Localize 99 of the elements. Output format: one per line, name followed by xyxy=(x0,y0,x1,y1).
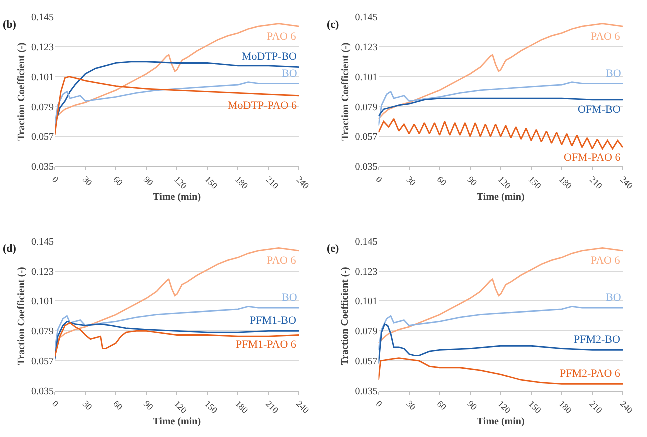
x-tick-label: 30 xyxy=(80,398,95,413)
series-label: BO xyxy=(606,68,622,80)
x-tick-label: 90 xyxy=(466,398,480,413)
x-tick-label: 60 xyxy=(435,398,450,413)
y-tick-label: 0.145 xyxy=(355,236,378,248)
line-series xyxy=(378,98,623,117)
x-tick-label: 240 xyxy=(618,174,636,192)
x-tick-label: 240 xyxy=(618,398,636,416)
x-tick-label: 120 xyxy=(172,398,190,416)
line-series xyxy=(55,82,300,126)
series-label: PFM2-PAO 6 xyxy=(560,368,621,380)
line-series xyxy=(378,324,623,364)
y-tick-label: 0.057 xyxy=(32,132,54,144)
line-series xyxy=(378,306,623,351)
y-tick-label: 0.057 xyxy=(32,356,54,368)
line-series xyxy=(55,306,300,351)
y-tick-label: 0.079 xyxy=(355,102,378,114)
y-tick-label: 0.123 xyxy=(355,42,378,54)
y-tick-label: 0.057 xyxy=(355,132,378,144)
x-tick-label: 240 xyxy=(294,174,312,192)
x-tick-label: 120 xyxy=(496,398,514,416)
series-label: PFM2-BO xyxy=(574,334,621,346)
y-axis-title: Traction Coefficient (-) xyxy=(16,42,28,141)
line-series xyxy=(378,82,623,126)
x-tick-label: 150 xyxy=(203,398,220,416)
x-tick-label: 180 xyxy=(557,398,574,416)
series-label: MoDTP-BO xyxy=(242,51,298,63)
x-axis-title: Time (min) xyxy=(476,192,525,203)
y-tick-label: 0.145 xyxy=(355,12,378,24)
x-tick-label: 60 xyxy=(111,174,126,188)
line-series xyxy=(55,23,300,120)
x-tick-label: 180 xyxy=(234,398,251,416)
x-tick-label: 0 xyxy=(374,398,385,410)
series-label: BO xyxy=(282,292,298,304)
x-tick-label: 180 xyxy=(557,174,574,192)
line-series xyxy=(378,118,623,150)
y-tick-label: 0.123 xyxy=(32,266,54,278)
x-tick-label: 210 xyxy=(264,398,282,416)
line-series xyxy=(55,76,300,136)
y-tick-label: 0.101 xyxy=(355,72,378,84)
x-tick-label: 30 xyxy=(404,174,418,188)
x-tick-label: 30 xyxy=(404,398,418,413)
y-tick-label: 0.079 xyxy=(355,326,378,338)
chart-title: (d) xyxy=(3,243,17,255)
y-tick-label: 0.123 xyxy=(32,42,54,54)
y-tick-label: 0.145 xyxy=(32,236,54,248)
y-tick-label: 0.035 xyxy=(355,386,378,398)
y-axis-title: Traction Coefficient (-) xyxy=(340,267,352,366)
series-label: PAO 6 xyxy=(591,31,621,43)
x-tick-label: 30 xyxy=(80,174,95,188)
series-label: PFM1-PAO 6 xyxy=(236,339,297,351)
y-tick-label: 0.101 xyxy=(32,296,54,308)
y-tick-label: 0.035 xyxy=(355,162,378,174)
x-tick-label: 60 xyxy=(435,174,450,188)
y-axis-title: Traction Coefficient (-) xyxy=(16,267,28,366)
series-label: OFM-BO xyxy=(578,104,621,116)
x-tick-label: 210 xyxy=(588,174,605,192)
series-label: BO xyxy=(606,292,622,304)
chart-title: (e) xyxy=(327,243,340,255)
x-tick-label: 180 xyxy=(234,174,251,192)
x-tick-label: 150 xyxy=(526,398,544,416)
series-label: OFM-PAO 6 xyxy=(564,152,622,164)
x-tick-label: 150 xyxy=(203,174,220,192)
x-tick-label: 150 xyxy=(526,174,544,192)
x-tick-label: 210 xyxy=(588,398,605,416)
y-tick-label: 0.079 xyxy=(32,326,54,338)
series-label: PAO 6 xyxy=(267,31,297,43)
y-tick-label: 0.035 xyxy=(32,162,54,174)
y-tick-label: 0.145 xyxy=(32,12,54,24)
x-tick-label: 240 xyxy=(294,398,312,416)
y-axis-title: Traction Coefficient (-) xyxy=(340,42,352,141)
x-tick-label: 120 xyxy=(172,174,190,192)
x-axis-title: Time (min) xyxy=(476,416,525,428)
series-label: PAO 6 xyxy=(267,255,297,267)
x-tick-label: 60 xyxy=(111,398,126,413)
y-tick-label: 0.101 xyxy=(32,72,54,84)
x-tick-label: 120 xyxy=(496,174,514,192)
y-tick-label: 0.057 xyxy=(355,356,378,368)
y-tick-label: 0.101 xyxy=(355,296,378,308)
x-tick-label: 90 xyxy=(466,174,480,188)
series-label: PAO 6 xyxy=(591,255,621,267)
chart-title: (b) xyxy=(3,19,17,31)
chart-title: (c) xyxy=(327,19,340,31)
line-series xyxy=(378,358,623,385)
x-tick-label: 0 xyxy=(50,174,62,186)
series-label: BO xyxy=(282,68,298,80)
y-tick-label: 0.079 xyxy=(32,102,54,114)
line-series xyxy=(378,23,623,120)
series-label: MoDTP-PAO 6 xyxy=(228,100,298,112)
x-tick-label: 90 xyxy=(142,174,156,188)
series-label: PFM1-BO xyxy=(250,315,297,327)
x-tick-label: 0 xyxy=(374,174,385,186)
y-tick-label: 0.035 xyxy=(32,386,54,398)
x-tick-label: 90 xyxy=(142,398,156,413)
x-axis-title: Time (min) xyxy=(153,192,202,203)
x-tick-label: 0 xyxy=(50,398,62,410)
x-tick-label: 210 xyxy=(264,174,282,192)
x-axis-title: Time (min) xyxy=(153,416,202,428)
y-tick-label: 0.123 xyxy=(355,266,378,278)
